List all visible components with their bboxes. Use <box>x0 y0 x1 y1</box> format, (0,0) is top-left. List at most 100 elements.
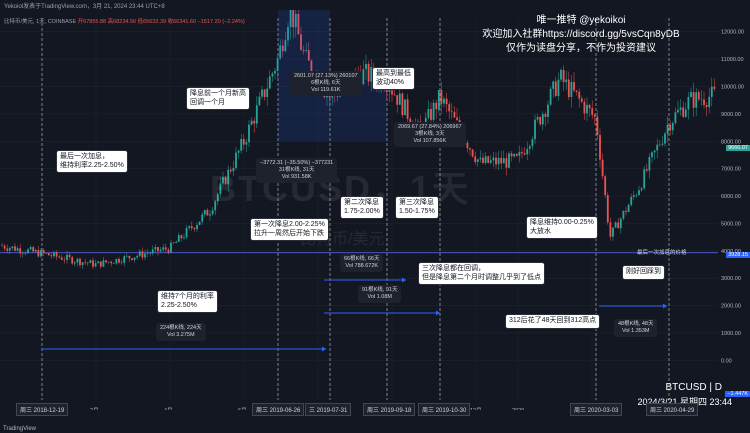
annotation-hold-rate[interactable]: 维持7个月的利率 2.25-2.50% <box>157 290 218 313</box>
annotation-last-hike[interactable]: 最后一次加息， 维持利率2.25-2.50% <box>56 150 128 173</box>
candle-body <box>167 249 170 253</box>
candle-body <box>510 153 513 157</box>
watermark-line3: 仅作为读盘分享，不作为投资建议 <box>506 43 656 54</box>
candle-body <box>276 58 279 71</box>
candle-body <box>268 76 271 89</box>
x-tick-label: 4月 <box>164 407 173 410</box>
candle-body <box>695 92 698 108</box>
candle-body <box>658 144 661 146</box>
quote-change: −1517.20 (−2.24%) <box>197 19 245 25</box>
candle-body <box>3 245 6 249</box>
candlestick-series <box>1 10 716 270</box>
annotation-recovery-days[interactable]: 312后花了48天回到312高点 <box>505 314 601 329</box>
candle-body <box>237 150 240 153</box>
measure-box-7: 48根K线, 48天 Vol 1.353M <box>614 319 658 337</box>
candle-body <box>193 228 196 230</box>
candle-body <box>227 169 230 185</box>
candle-body <box>128 255 131 259</box>
candle-body <box>703 99 705 106</box>
candle-body <box>263 89 266 97</box>
annotation-cut-to-zero[interactable]: 降息维持0.00-0.25% 大放水 <box>526 216 598 239</box>
y-tick-label: 8000.00 <box>721 139 741 145</box>
candle-body <box>469 148 471 150</box>
candle-body <box>484 156 487 163</box>
annotation-highest-drop[interactable]: 最高到最低 波动40% <box>372 67 415 90</box>
candle-body <box>614 222 617 228</box>
candle-body <box>487 156 490 163</box>
x-date-1: 周三 2018-12-19 <box>16 403 69 416</box>
candle-body <box>185 227 188 238</box>
measure-box-1: 2601.07 (27.13%) 260107 6根K线, 6天 Vol 119… <box>290 71 362 96</box>
candle-body <box>274 70 276 74</box>
candle-body <box>573 82 575 91</box>
candle-body <box>131 258 133 260</box>
candle-body <box>245 142 248 145</box>
candle-body <box>16 248 19 251</box>
y-tick-label: 6000.00 <box>721 194 741 200</box>
y-tick-label: 4000.00 <box>721 249 741 255</box>
mb2-l2: 31根K线, 31天 <box>278 167 315 173</box>
candle-body <box>557 79 560 96</box>
candle-body <box>99 261 102 267</box>
candle-body <box>495 157 497 165</box>
candle-body <box>66 254 68 260</box>
mb3-l2: 3根K线, 3天 <box>415 131 445 137</box>
date-footer: 2024/3/21 星期四 23:44 <box>637 397 732 407</box>
candle-body <box>76 258 79 263</box>
candle-body <box>34 249 37 252</box>
candle-body <box>536 117 539 120</box>
arrow-hold-rate-head <box>322 346 326 352</box>
top-bar: Yekoiol发表于TradingView.com，3月 21, 2024 23… <box>0 0 750 10</box>
candle-body <box>713 86 716 89</box>
annotation-first-cut[interactable]: 第一次降息2.00-2.25% 拉升一周然后开始下跌 <box>250 218 329 241</box>
tradingview-logo: TradingView <box>3 426 37 432</box>
candle-body <box>687 96 690 110</box>
candle-body <box>162 247 165 250</box>
annotation-three-cuts-pullback[interactable]: 三次降息都在回调， 但是降息第二个月时调整几乎到了低点 <box>418 262 545 285</box>
symbol-footer: BTCUSD | D <box>665 382 723 393</box>
candle-body <box>684 109 687 117</box>
candle-body <box>154 247 157 250</box>
watermark-line2: 欢迎加入社群https://discord.gg/5vsCqn8yDB <box>482 29 680 40</box>
candle-body <box>284 40 287 52</box>
x-tick-label: 6月 <box>238 407 247 410</box>
candle-body <box>630 196 633 206</box>
measure-box-3: 2069.67 (27.84%) 206967 3根K线, 3天 Vol 107… <box>394 122 466 147</box>
candle-body <box>409 118 412 125</box>
mb6-l2: Vol 3.275M <box>167 332 195 338</box>
candle-body <box>406 99 409 119</box>
candle-body <box>474 156 477 162</box>
candle-body <box>552 81 555 89</box>
x-date-2: 周三 2019-06-26 <box>252 403 305 416</box>
candle-body <box>492 157 495 161</box>
candle-body <box>697 92 700 100</box>
candle-body <box>362 69 365 85</box>
candle-body <box>622 210 625 219</box>
candle-body <box>632 195 635 197</box>
candle-body <box>653 150 656 153</box>
annotation-cut-one-month[interactable]: 降息前一个月新高 回调一个月 <box>186 87 250 110</box>
candle-body <box>328 94 331 98</box>
candle-body <box>177 235 180 242</box>
candle-body <box>240 139 243 151</box>
candle-body <box>430 109 432 120</box>
mb5-l2: Vol 1.08M <box>367 294 392 300</box>
candle-body <box>435 102 438 110</box>
annotation-just-back[interactable]: 刚好回踩到 <box>622 265 665 280</box>
candle-body <box>42 250 45 253</box>
candle-body <box>120 262 123 264</box>
candle-body <box>180 235 183 239</box>
candle-body <box>580 98 583 102</box>
candle-body <box>297 13 300 35</box>
x-tick-label: 2月 <box>90 407 99 410</box>
candle-body <box>107 261 110 263</box>
mb4-l2: Vol 788.672K <box>345 263 379 269</box>
candle-body <box>370 66 373 82</box>
candle-body <box>500 157 503 164</box>
candle-body <box>281 45 284 52</box>
candle-body <box>445 98 448 105</box>
annotation-third-cut[interactable]: 第三次降息 1.50-1.75% <box>395 196 439 219</box>
candle-body <box>258 96 261 106</box>
annotation-second-cut[interactable]: 第二次降息 1.75-2.00% <box>340 196 384 219</box>
candle-body <box>118 258 120 263</box>
